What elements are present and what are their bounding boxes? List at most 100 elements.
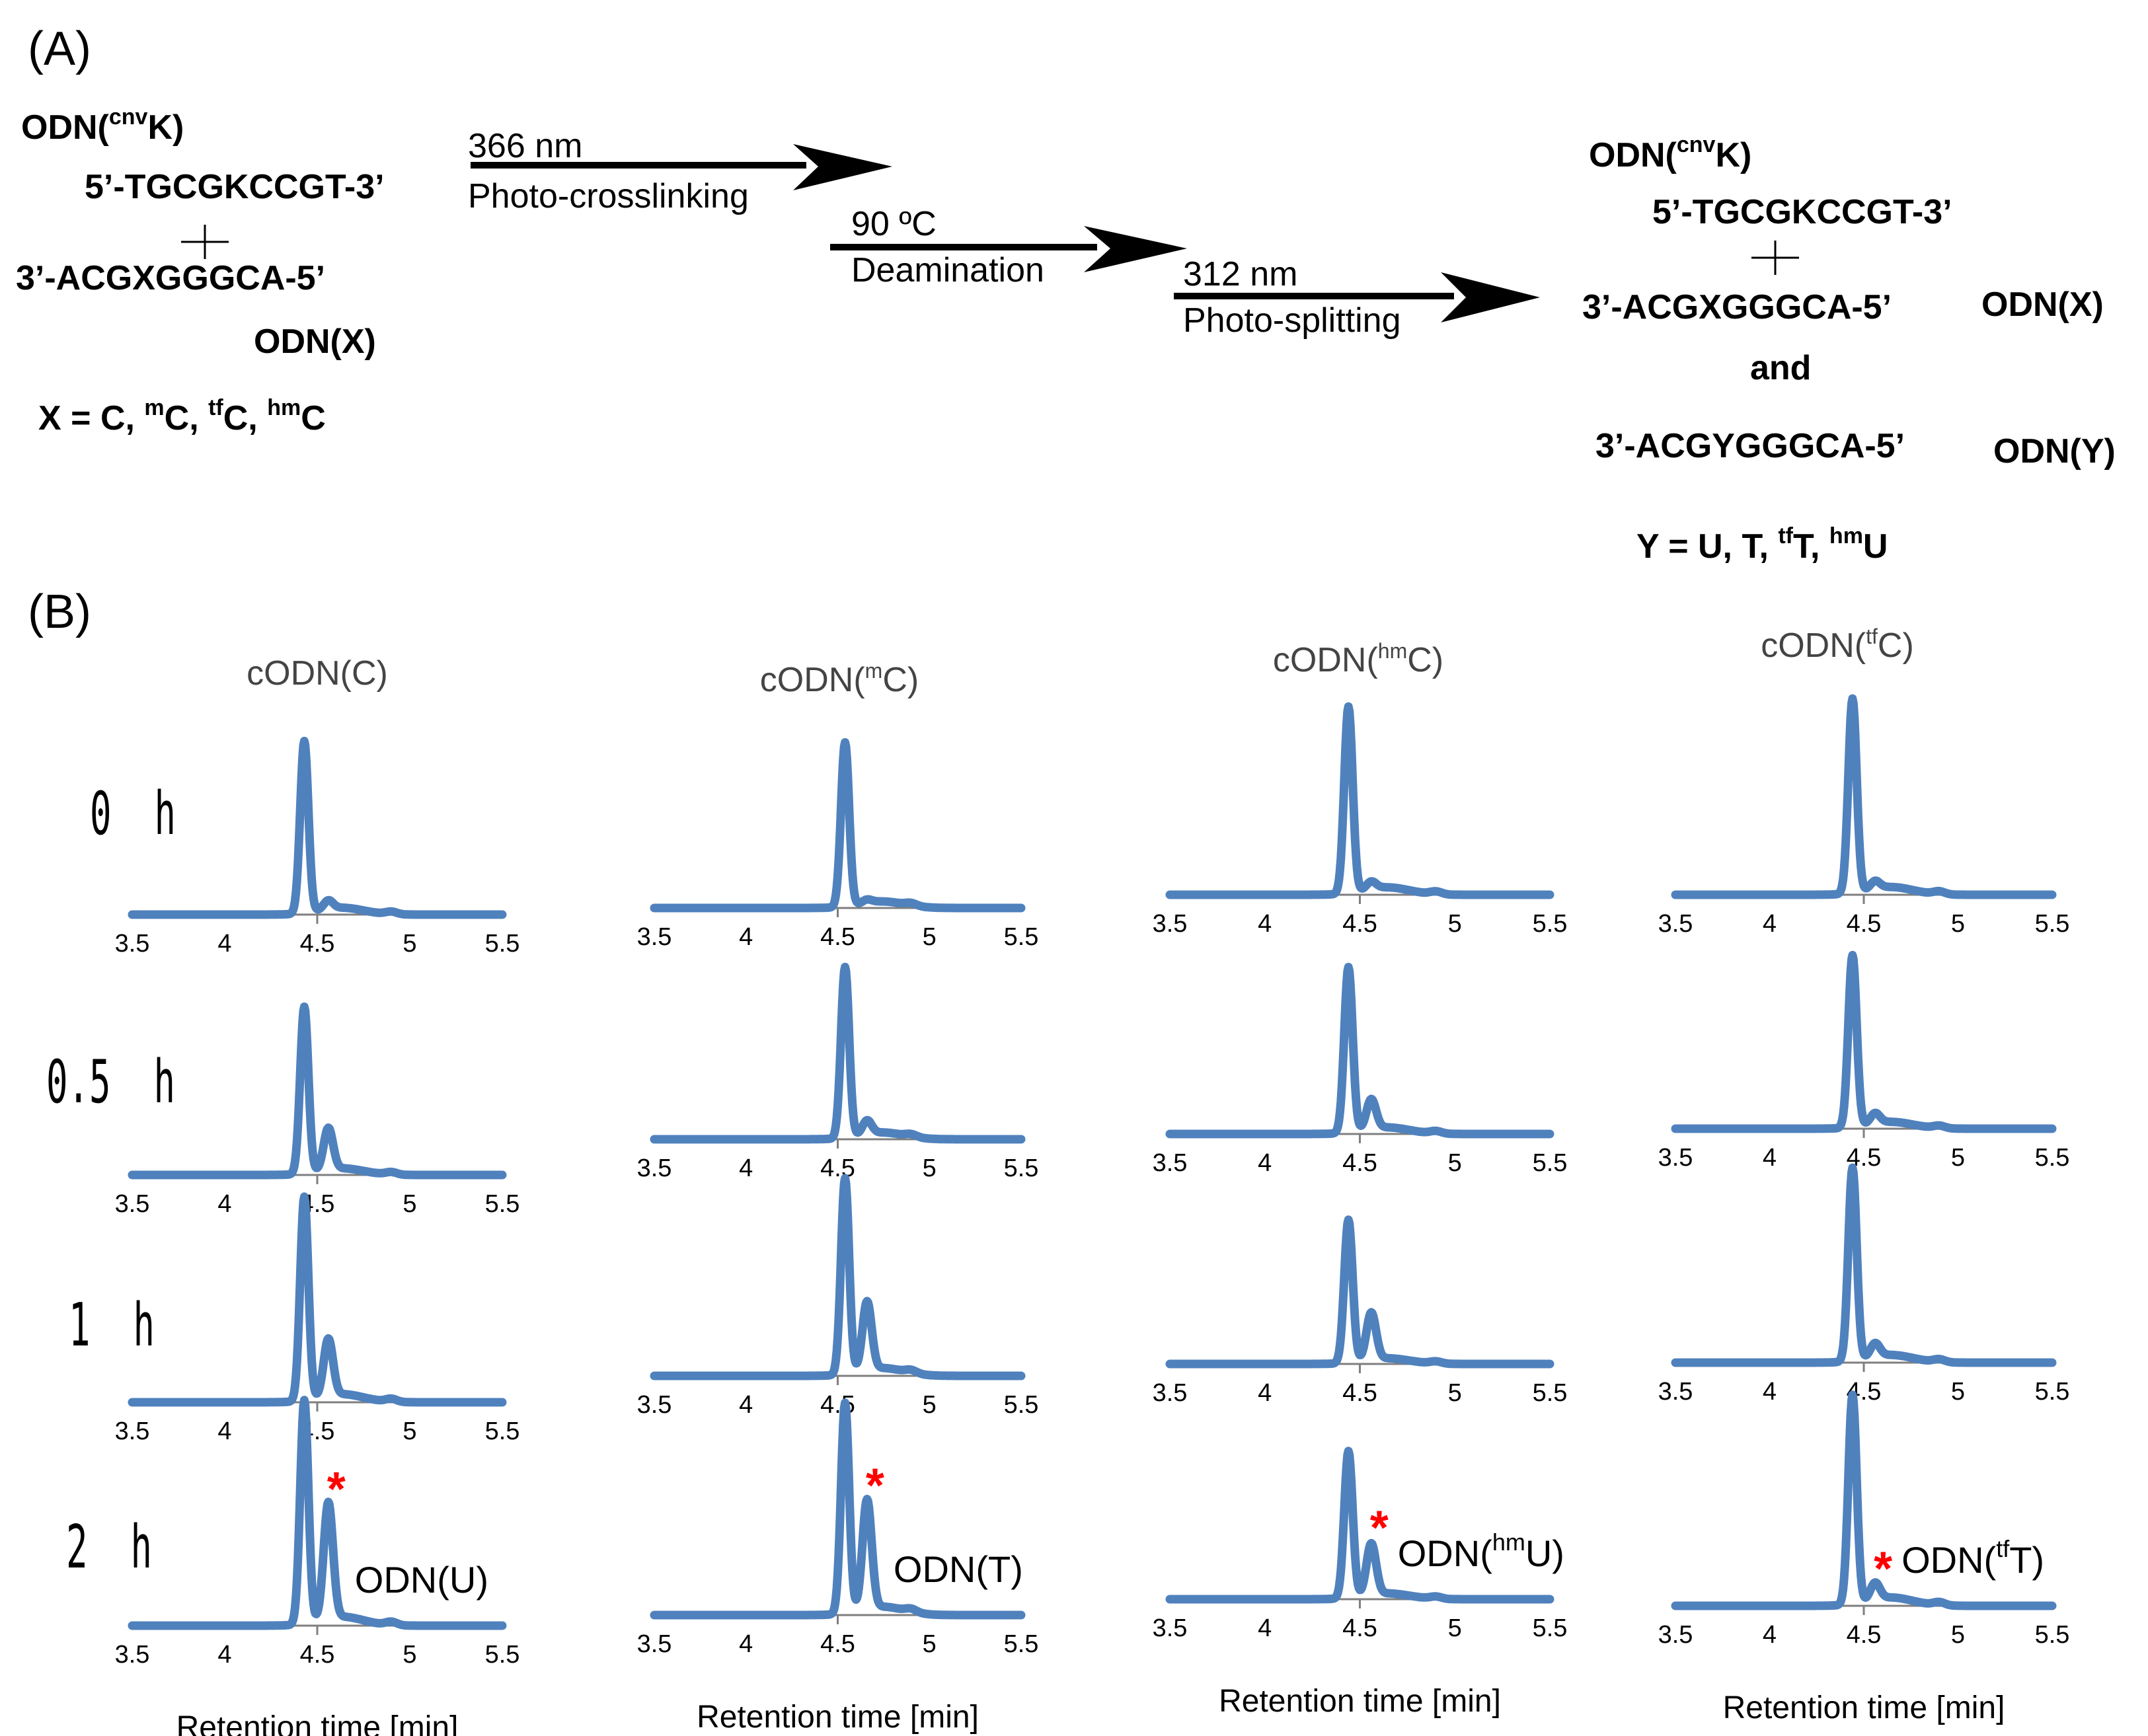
column-title-0: cODN(C) xyxy=(247,654,388,693)
trace-line xyxy=(128,736,507,919)
time-label-2h: 2 h xyxy=(66,1512,152,1582)
column-title-1: cODN(mC) xyxy=(760,659,919,699)
x-tick-label: 4.5 xyxy=(1342,910,1377,938)
x-tick-label: 5 xyxy=(1951,1621,1965,1649)
x-tick-label: 5.5 xyxy=(2035,1378,2070,1406)
x-tick-label: 3.5 xyxy=(1658,1144,1693,1172)
chromatogram-2-0: 3.5 4 4.5 5 5.5 xyxy=(1153,702,1568,938)
x-tick-label: 4.5 xyxy=(1847,1621,1882,1649)
x-tick-label: 4.5 xyxy=(1342,1149,1377,1177)
x-tick-label: 4.5 xyxy=(300,1641,335,1669)
x-tick-label: 4 xyxy=(739,1391,753,1419)
column-title-2: cODN(hmC) xyxy=(1273,639,1443,679)
chromatogram-3-3: 3.5 4 4.5 5 5.5 * ODN(tfT) Retention time [min] xyxy=(1658,1390,2070,1725)
x-tick-label: 5.5 xyxy=(1533,1379,1568,1407)
x-tick-label: 3.5 xyxy=(115,1417,150,1445)
chromatogram-0-2: 3.5 4 4.5 5 5.5 xyxy=(115,1192,519,1445)
x-tick-label: 5 xyxy=(403,1417,416,1445)
product-y-sequence: 3’-ACGYGGGCA-5’ xyxy=(1595,427,1905,465)
product-label: ODN(hmU) xyxy=(1398,1528,1564,1574)
product-top-sequence: 5’-TGCGKCCGT-3’ xyxy=(1652,193,1952,231)
chromatogram-0-1: 3.5 4 4.5 5 5.5 xyxy=(115,1002,519,1218)
trace-line xyxy=(128,1002,507,1180)
arrow-deamination: 90 ºC Deamination xyxy=(830,205,1187,289)
trace-line xyxy=(1671,1390,2057,1610)
x-tick-label: 3.5 xyxy=(1153,1614,1188,1642)
x-tick-label: 5 xyxy=(923,923,937,951)
product-star-icon: * xyxy=(1874,1543,1892,1596)
trace-line xyxy=(650,962,1026,1144)
product-y-name: ODN(Y) xyxy=(1993,432,2116,471)
x-tick-label: 4 xyxy=(739,1630,753,1658)
trace-line xyxy=(1165,702,1554,899)
chromatogram-1-2: 3.5 4 4.5 5 5.5 xyxy=(637,1174,1039,1419)
x-tick-label: 5 xyxy=(923,1154,937,1182)
trace-line xyxy=(650,1174,1026,1380)
reactant-bottom-name: ODN(X) xyxy=(254,322,376,361)
chromatogram-grid: cODN(C) 3.5 4 4.5 5 5.5 3.5 4 4.5 5 5.5 3.5 4 4.5 5 5.5… xyxy=(115,624,2070,1736)
product-bottom-name: ODN(X) xyxy=(1981,285,2104,324)
x-tick-label: 4 xyxy=(739,1154,753,1182)
x-tick-label: 4.5 xyxy=(300,930,335,958)
time-labels: 0 h 0.5 h 1 h 2 h xyxy=(46,778,176,1582)
chromatogram-1-3: 3.5 4 4.5 5 5.5 *ODN(T) Retention time [min] xyxy=(637,1398,1038,1735)
chromatogram-0-3: 3.5 4 4.5 5 5.5 * ODN(U) Retention time [min] xyxy=(115,1396,520,1736)
x-tick-label: 3.5 xyxy=(637,1154,672,1182)
x-tick-label: 4 xyxy=(1763,910,1777,938)
trace-line xyxy=(1671,1163,2057,1367)
x-tick-label: 4 xyxy=(1258,1614,1272,1642)
product-top-name: ODN(cnvK) xyxy=(1589,132,1751,174)
x-tick-label: 5.5 xyxy=(1533,910,1568,938)
trace-line xyxy=(128,1192,507,1407)
x-tick-label: 5 xyxy=(1448,1149,1462,1177)
x-definition: X = C, mC, tfC, hmC xyxy=(38,395,326,437)
x-tick-label: 3.5 xyxy=(637,1630,672,1658)
x-tick-label: 5.5 xyxy=(2035,910,2070,938)
trace-line xyxy=(128,1396,507,1630)
x-tick-label: 3.5 xyxy=(115,930,150,958)
x-tick-label: 5.5 xyxy=(2035,1144,2070,1172)
time-label-0-5h: 0.5 h xyxy=(46,1047,175,1117)
arrow-photo-splitting: 312 nm Photo-splitting xyxy=(1174,255,1540,340)
x-tick-label: 5.5 xyxy=(1533,1149,1568,1177)
x-tick-label: 3.5 xyxy=(1658,1378,1693,1406)
x-tick-label: 4 xyxy=(1763,1378,1777,1406)
x-tick-label: 4 xyxy=(739,923,753,951)
x-tick-label: 4 xyxy=(1258,1149,1272,1177)
chromatogram-0-0: 3.5 4 4.5 5 5.5 xyxy=(115,736,519,958)
reactant-top-sequence: 5’-TGCGKCCGT-3’ xyxy=(85,168,385,206)
x-tick-label: 5 xyxy=(1951,1378,1965,1406)
x-tick-label: 3.5 xyxy=(637,1391,672,1419)
and-text: and xyxy=(1750,349,1811,387)
x-tick-label: 4.5 xyxy=(1342,1614,1377,1642)
x-tick-label: 5.5 xyxy=(2035,1621,2070,1649)
x-tick-label: 3.5 xyxy=(1153,1149,1188,1177)
x-tick-label: 5 xyxy=(403,1190,416,1218)
x-tick-label: 5.5 xyxy=(1004,1391,1039,1419)
x-tick-label: 5 xyxy=(1448,910,1462,938)
x-tick-label: 4 xyxy=(217,1417,231,1445)
chromatogram-3-0: 3.5 4 4.5 5 5.5 xyxy=(1658,694,2070,938)
x-tick-label: 4.5 xyxy=(1342,1379,1377,1407)
chromatogram-1-0: 3.5 4 4.5 5 5.5 xyxy=(637,738,1038,951)
chromatogram-1-1: 3.5 4 4.5 5 5.5 xyxy=(637,962,1039,1182)
x-tick-label: 3.5 xyxy=(637,923,672,951)
x-tick-label: 5 xyxy=(1448,1379,1462,1407)
trace-line xyxy=(1671,950,2057,1133)
x-tick-label: 5 xyxy=(923,1391,937,1419)
x-tick-label: 5.5 xyxy=(1004,1154,1039,1182)
x-tick-label: 4 xyxy=(217,1641,231,1669)
y-definition: Y = U, T, tfT, hmU xyxy=(1636,523,1888,566)
trace-line xyxy=(1165,1215,1554,1369)
x-tick-label: 5.5 xyxy=(1533,1614,1568,1642)
chromatogram-2-2: 3.5 4 4.5 5 5.5 xyxy=(1153,1215,1568,1407)
x-tick-label: 5 xyxy=(1951,910,1965,938)
time-label-0h: 0 h xyxy=(90,778,176,849)
x-tick-label: 5.5 xyxy=(485,1641,520,1669)
product-label: ODN(tfT) xyxy=(1901,1535,2044,1581)
chromatogram-2-3: 3.5 4 4.5 5 5.5 * ODN(hmU) Retention time [min] xyxy=(1153,1447,1568,1719)
x-tick-label: 4 xyxy=(1258,910,1272,938)
x-tick-label: 5 xyxy=(403,1641,416,1669)
x-tick-label: 4 xyxy=(217,1190,231,1218)
